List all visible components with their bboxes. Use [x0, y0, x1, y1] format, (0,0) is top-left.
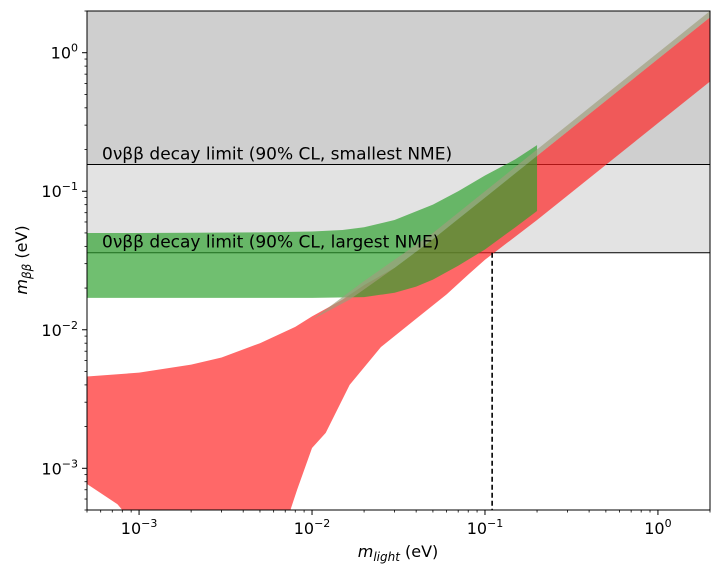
x-axis-ticks: 10−3 10−2 10−1 100 [86, 510, 711, 538]
series-area-1 [87, 145, 538, 298]
series-areas [87, 11, 710, 510]
y-axis-ticks: 10−3 10−2 10−1 100 [41, 10, 87, 511]
x-tick-label-2: 10−1 [467, 517, 504, 538]
y-tick-label-2: 10−1 [41, 180, 78, 201]
y-tick-label-3: 100 [51, 42, 78, 63]
x-tick-label-0: 10−3 [121, 517, 158, 538]
x-tick-label-3: 100 [644, 517, 671, 538]
plot-frame [86, 10, 711, 511]
limit-label-0: 0νββ decay limit (90% CL, smallest NME) [102, 144, 452, 164]
y-axis-label: mββ (eV) [12, 225, 34, 294]
x-axis-label: mlight (eV) [358, 542, 439, 564]
limit-annotations: 0νββ decay limit (90% CL, smallest NME) 0… [102, 144, 452, 252]
y-tick-label-0: 10−3 [41, 457, 78, 478]
series-area-0 [87, 17, 710, 510]
limit-bands [87, 11, 710, 254]
x-tick-label-1: 10−2 [294, 517, 331, 538]
y-tick-label-1: 10−2 [41, 319, 78, 340]
limit-label-1: 0νββ decay limit (90% CL, largest NME) [102, 233, 439, 253]
